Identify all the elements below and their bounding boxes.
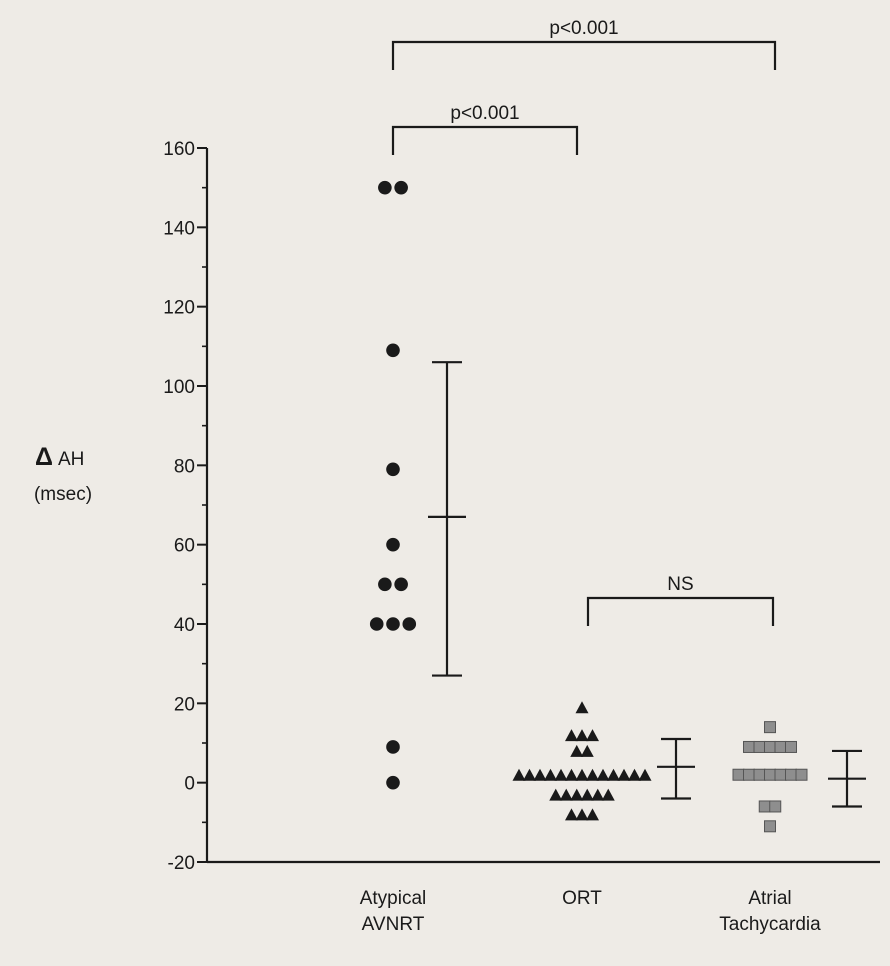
data-point-triangle bbox=[586, 768, 599, 781]
data-point-triangle bbox=[575, 729, 589, 742]
significance-bracket bbox=[391, 40, 777, 70]
data-point-triangle bbox=[565, 768, 578, 781]
data-point-circle bbox=[402, 617, 417, 631]
data-point-square bbox=[774, 740, 787, 753]
data-point-triangle bbox=[638, 768, 652, 781]
data-point-triangle bbox=[512, 768, 526, 781]
data-point-circle bbox=[386, 740, 400, 754]
data-point-square bbox=[764, 721, 776, 734]
category-label: Tachycardia bbox=[719, 914, 821, 935]
significance-label: p<0.001 bbox=[450, 103, 519, 124]
data-point-square bbox=[795, 768, 808, 781]
y-tick-label: 60 bbox=[174, 536, 195, 557]
significance-brackets: p<0.001 p<0.001 NS bbox=[391, 18, 777, 626]
y-tick-label: 100 bbox=[163, 377, 195, 398]
significance-bracket bbox=[391, 125, 579, 155]
data-point-square bbox=[769, 800, 782, 813]
data-point-circle bbox=[386, 462, 400, 477]
data-point-square bbox=[743, 740, 755, 753]
data-point-square bbox=[764, 768, 776, 781]
y-axis-label: Δ AH (msec) bbox=[34, 443, 92, 505]
y-tick-label: 120 bbox=[163, 298, 195, 319]
data-point-triangle bbox=[565, 729, 578, 742]
category-label: AVNRT bbox=[362, 914, 425, 935]
mean-sd-bars bbox=[428, 361, 866, 808]
significance-bracket bbox=[586, 596, 775, 626]
data-point-square bbox=[753, 740, 766, 753]
data-point-triangle bbox=[575, 701, 589, 714]
data-point-triangle bbox=[565, 808, 578, 821]
data-point-triangle bbox=[544, 768, 557, 781]
data-point-triangle bbox=[533, 768, 547, 781]
data-point-triangle bbox=[607, 768, 620, 781]
data-point-circle bbox=[394, 180, 408, 195]
ylabel-delta-symbol: Δ bbox=[35, 443, 53, 471]
data-point-circle bbox=[378, 577, 392, 592]
data-point-triangle bbox=[575, 808, 589, 821]
data-point-triangle bbox=[570, 788, 584, 801]
data-point-square bbox=[764, 820, 776, 833]
data-point-triangle bbox=[586, 729, 599, 742]
data-point-circle bbox=[386, 775, 400, 790]
data-point-square bbox=[732, 768, 745, 781]
y-axis bbox=[197, 147, 880, 864]
data-point-circle bbox=[369, 617, 384, 631]
data-point-square bbox=[785, 768, 797, 781]
significance-label: NS bbox=[667, 574, 693, 595]
data-point-triangle bbox=[523, 768, 536, 781]
significance-label: p<0.001 bbox=[549, 18, 618, 39]
data-point-square bbox=[743, 768, 755, 781]
data-point-circle bbox=[386, 617, 400, 631]
data-point-square bbox=[774, 768, 787, 781]
data-point-triangle bbox=[601, 788, 615, 801]
data-point-triangle bbox=[549, 788, 563, 801]
y-tick-labels: -20 0 20 40 60 80 100 120 140 160 bbox=[163, 139, 195, 874]
data-points bbox=[369, 180, 808, 833]
category-label: Atrial bbox=[748, 888, 791, 909]
data-point-circle bbox=[394, 577, 408, 592]
data-point-triangle bbox=[628, 768, 641, 781]
data-point-triangle bbox=[586, 808, 599, 821]
data-point-triangle bbox=[580, 744, 594, 757]
y-tick-label: 20 bbox=[174, 694, 195, 715]
data-point-square bbox=[758, 800, 771, 813]
data-point-triangle bbox=[570, 744, 584, 757]
data-point-circle bbox=[386, 343, 400, 358]
data-point-circle bbox=[378, 180, 392, 195]
data-point-triangle bbox=[575, 768, 589, 781]
y-tick-label: 140 bbox=[163, 218, 195, 239]
data-point-square bbox=[764, 740, 776, 753]
data-point-triangle bbox=[580, 788, 594, 801]
y-tick-label: 160 bbox=[163, 139, 195, 160]
category-label: Atypical bbox=[360, 888, 427, 909]
y-tick-label: 80 bbox=[174, 456, 195, 477]
category-label: ORT bbox=[562, 888, 602, 909]
data-point-square bbox=[753, 768, 766, 781]
ylabel-line-2: (msec) bbox=[34, 484, 92, 505]
data-point-circle bbox=[386, 537, 400, 552]
ylabel-line-1: AH bbox=[58, 449, 84, 470]
x-category-labels: Atypical AVNRT ORT Atrial Tachycardia bbox=[360, 888, 821, 935]
y-tick-label: 0 bbox=[184, 774, 195, 795]
data-point-triangle bbox=[617, 768, 631, 781]
data-point-square bbox=[785, 740, 797, 753]
data-point-triangle bbox=[596, 768, 610, 781]
data-point-triangle bbox=[559, 788, 573, 801]
y-tick-label: 40 bbox=[174, 615, 195, 636]
y-tick-label: -20 bbox=[168, 853, 195, 874]
data-point-triangle bbox=[554, 768, 568, 781]
data-point-triangle bbox=[591, 788, 605, 801]
